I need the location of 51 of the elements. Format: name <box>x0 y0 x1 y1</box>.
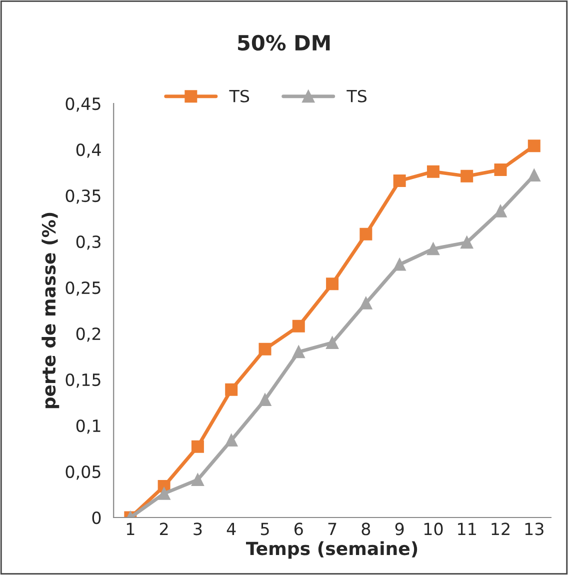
point <box>158 487 170 500</box>
point <box>393 174 406 188</box>
y-tick-label: 0,45 <box>66 97 100 112</box>
chart-title: 50% DM <box>238 34 330 51</box>
y-tick-label: 0,25 <box>66 281 100 296</box>
point <box>326 278 339 290</box>
point <box>393 258 406 271</box>
point <box>258 342 272 356</box>
point <box>528 140 540 152</box>
x-tick-label: 5 <box>260 522 269 536</box>
x-tick-label: 6 <box>294 522 303 536</box>
point <box>460 170 474 182</box>
point <box>258 393 272 406</box>
point <box>426 165 440 178</box>
point <box>225 434 238 446</box>
y-axis-title: perte de masse (%) <box>42 212 60 408</box>
point <box>360 228 372 240</box>
point <box>528 169 540 182</box>
point <box>494 163 507 176</box>
point <box>360 296 372 310</box>
point <box>460 236 474 249</box>
x-tick-label: 8 <box>362 522 370 536</box>
y-tick-label: 0,35 <box>66 189 100 204</box>
x-tick-label: 1 <box>126 522 134 536</box>
y-tick-label: 0,4 <box>76 143 101 158</box>
x-tick-label: 4 <box>226 522 236 536</box>
point <box>191 440 204 453</box>
x-tick-label: 2 <box>160 522 168 536</box>
x-tick-label: 9 <box>395 522 404 536</box>
x-axis-title: Temps (semaine) <box>246 541 418 559</box>
legend-label: TS <box>346 90 367 102</box>
point <box>426 242 440 256</box>
x-tick-label: 3 <box>194 522 202 536</box>
point <box>191 474 204 486</box>
y-tick-label: 0,15 <box>66 373 100 388</box>
x-tick-label: 11 <box>458 522 476 536</box>
x-tick-label: 13 <box>525 522 544 536</box>
point <box>225 383 238 396</box>
y-tick-label: 0,1 <box>76 419 100 434</box>
x-tick-label: 10 <box>424 522 443 536</box>
y-tick-label: 0,2 <box>76 327 100 342</box>
x-tick-label: 12 <box>492 522 510 536</box>
point <box>326 336 339 349</box>
x-tick-label: 7 <box>328 522 336 536</box>
y-tick-label: 0 <box>92 511 101 524</box>
point <box>292 346 305 358</box>
y-tick-label: 0,3 <box>76 235 100 250</box>
y-tick-label: 0,05 <box>66 465 100 480</box>
point <box>494 204 507 218</box>
point <box>292 320 305 332</box>
legend-label: TS <box>229 90 250 102</box>
